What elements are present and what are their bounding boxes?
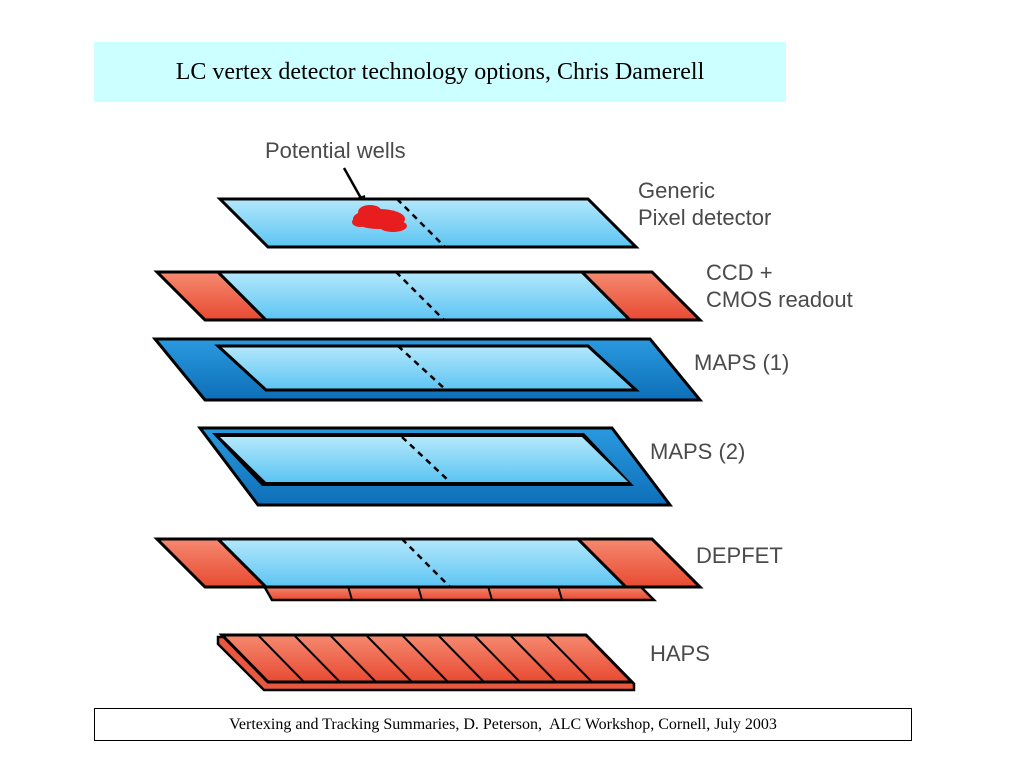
layer-1-label-line2: Pixel detector (638, 205, 771, 230)
layer-ccd-cmos (153, 270, 704, 322)
layer-4-label: MAPS (2) (650, 439, 745, 464)
footer-box: Vertexing and Tracking Summaries, D. Pet… (94, 708, 912, 741)
layer-2-label-line1: CCD + (706, 260, 773, 285)
layer-maps-1 (151, 337, 704, 402)
layer-generic-pixel (216, 197, 640, 249)
footer-citation: Vertexing and Tracking Summaries, D. Pet… (229, 715, 777, 733)
layer-maps-2 (196, 426, 674, 507)
layer-5-label: DEPFET (696, 543, 783, 568)
layer-haps (216, 633, 636, 692)
slide-title: LC vertex detector technology options, C… (175, 58, 705, 85)
layer-2-label-line2: CMOS readout (706, 287, 853, 312)
title-box: LC vertex detector technology options, C… (94, 42, 786, 102)
layer-6-label: HAPS (650, 641, 710, 666)
charge-cloud (352, 205, 407, 232)
layer-depfet (153, 537, 704, 602)
layer-1-label-line1: Generic (638, 178, 715, 203)
layer-3-label: MAPS (1) (694, 350, 789, 375)
potential-wells-label: Potential wells (265, 138, 406, 163)
